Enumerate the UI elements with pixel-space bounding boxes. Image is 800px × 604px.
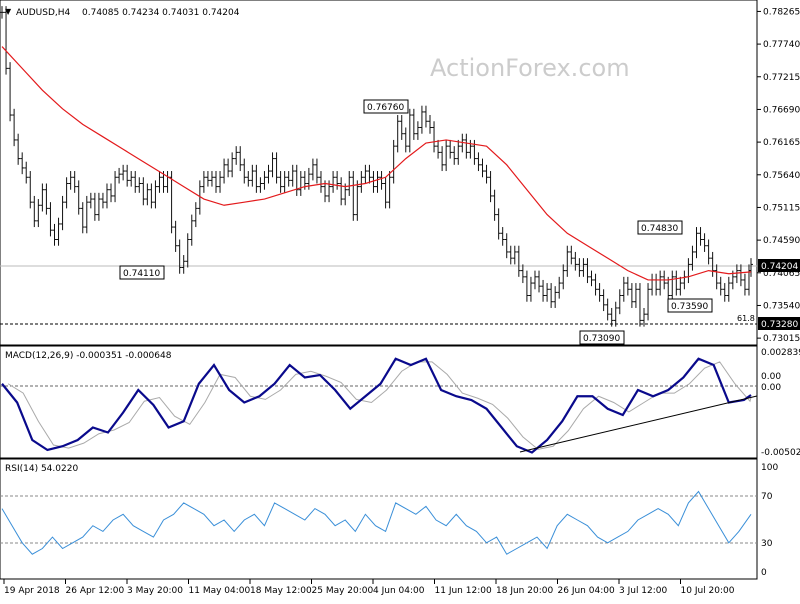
macd-trendline [519,395,758,453]
macd-axis-tick: 0.00 [761,372,781,382]
annotation-low-1: 0.74110 [119,265,165,280]
time-axis-label: 26 Jun 04:00 [558,586,615,596]
time-axis-label: 10 Jul 20:00 [681,586,735,596]
price-axis-tick: 0.75115 [763,203,800,213]
annotation-text: 0.76760 [367,103,404,113]
chart-symbol: AUDUSD,H4 [16,8,71,18]
annotation-box [363,99,409,114]
rsi-panel [0,458,758,580]
chart-header-arrow: ▼ [5,7,12,16]
rsi-axis-tick: 30 [761,539,773,549]
annotation-text: 0.74830 [641,224,678,234]
ma-series [1,46,752,281]
macd-axis-tick: 0.002839 [761,348,800,358]
fib-price-label: 0.73280 [761,320,798,330]
rsi-axis-tick: 0 [761,568,767,578]
rsi-axis-tick: 70 [761,492,773,502]
watermark: ActionForex.com [430,54,630,82]
price-axis-tick: 0.78265 [763,7,800,17]
rsi-line [1,490,752,555]
price-series [0,6,753,327]
time-axis-label: 3 Jul 12:00 [619,586,668,596]
price-axis-tick: 0.77215 [763,73,800,83]
price-axis: 0.78265 0.77740 0.77215 0.76690 0.76165 0.756… [757,7,800,344]
time-axis-label: 25 May 20:00 [312,586,374,596]
current-price-label: 0.74204 [761,262,798,272]
time-axis-label: 18 May 12:00 [250,586,312,596]
annotation-text: 0.74110 [123,269,160,279]
macd-panel [0,345,758,459]
time-axis-label: 3 May 20:00 [127,586,183,596]
time-axis-label: 26 Apr 12:00 [66,586,125,596]
annotation-box [667,298,713,313]
macd-label: MACD(12,26,9) -0.000351 -0.000648 [5,351,172,361]
annotation-low-2: 0.73590 [667,298,713,313]
macd-axis-tick: 0.00 [761,383,781,393]
rsi-label: RSI(14) 54.0220 [5,464,78,474]
rsi-series [1,490,752,555]
fib-label: 61.8 [737,314,755,323]
time-axis-label: 19 Apr 2018 [4,586,60,596]
price-axis-tick: 0.76690 [763,105,800,115]
annotation-high-1: 0.76760 [363,99,409,114]
price-axis-tick: 0.73015 [763,334,800,344]
price-panel [0,0,758,346]
chart-ohlc: 0.74085 0.74234 0.74031 0.74204 [82,8,240,18]
price-axis-tick: 0.74590 [763,236,800,246]
time-axis-label: 11 Jun 12:00 [435,586,492,596]
time-axis-label: 18 Jun 20:00 [496,586,553,596]
moving-average-line [1,46,752,281]
rsi-axis-tick: 100 [761,463,778,473]
price-axis-tick: 0.74065 [763,269,800,279]
price-axis-tick: 0.76165 [763,138,800,148]
price-axis-tick: 0.75640 [763,171,800,181]
current-price-box [758,259,800,272]
price-axis-tick: 0.73540 [763,301,800,311]
annotation-low-3: 0.73090 [579,330,625,345]
price-axis-tick: 0.77740 [763,40,800,50]
annotation-box [637,220,683,235]
macd-line [1,357,752,454]
annotation-high-2: 0.74830 [637,220,683,235]
annotation-box [119,265,165,280]
time-axis-label: 4 Jun 04:00 [373,586,425,596]
annotation-box [579,330,625,345]
macd-signal-line [7,361,752,450]
fib-price-box [758,317,800,330]
macd-series [1,357,752,454]
annotation-text: 0.73090 [583,334,620,344]
annotation-text: 0.73590 [671,302,708,312]
time-axis: 19 Apr 2018 26 Apr 12:00 3 May 20:00 11 May… [3,579,735,596]
time-axis-label: 11 May 04:00 [189,586,251,596]
